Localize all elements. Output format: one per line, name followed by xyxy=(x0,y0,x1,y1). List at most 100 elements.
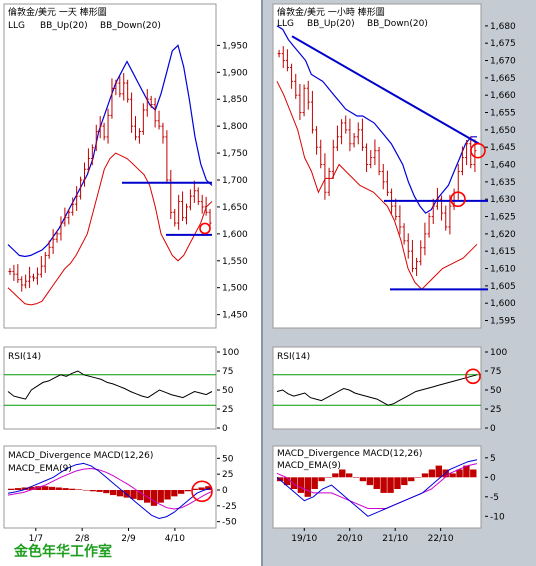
right-price-y-tick-label: 1,635 xyxy=(490,178,516,188)
left-macd-bar xyxy=(62,488,69,490)
right-macd-line xyxy=(276,459,478,517)
right-trend-line xyxy=(291,35,480,145)
right-macd-y-tick-label: 5 xyxy=(490,454,496,464)
left-x-tick-label: 2/8 xyxy=(75,534,90,544)
right-x-tick-label: 21/10 xyxy=(382,534,408,544)
right-macd-bar xyxy=(325,477,332,478)
left-price-y-tick-label: 1,500 xyxy=(222,284,248,294)
left-macd-bar xyxy=(8,488,15,490)
left-macd-bar xyxy=(28,486,35,490)
left-rsi-y-tick-label: 25 xyxy=(222,405,233,415)
left-macd-y-tick-label: -25 xyxy=(222,502,237,512)
left-rsi-y-tick-label: 0 xyxy=(222,424,228,434)
right-macd-bar xyxy=(470,469,477,478)
right-price-y-tick-label: 1,620 xyxy=(490,230,516,240)
right-macd-y-tick-label: -5 xyxy=(490,493,499,503)
left-macd-bar xyxy=(55,487,62,490)
right-macd-bar xyxy=(394,477,401,489)
left-macd-bar xyxy=(96,490,103,492)
left-macd-bar xyxy=(14,488,22,490)
right-macd-legend: MACD_EMA(9) xyxy=(277,461,341,471)
right-rsi-y-tick-label: 25 xyxy=(490,405,501,415)
left-macd-bar xyxy=(69,488,76,490)
right-price-legend-llg: LLG xyxy=(277,19,294,29)
right-price-highlight-circle-bottom xyxy=(450,191,466,207)
right-macd-bar xyxy=(408,477,415,482)
right-macd-bar xyxy=(463,465,470,478)
left-macd-bar xyxy=(157,490,164,503)
right-macd-bar xyxy=(373,477,380,489)
left-price-pane xyxy=(3,3,217,329)
left-macd-bar xyxy=(191,488,198,490)
left-price-y-tick-label: 1,800 xyxy=(222,122,248,132)
left-macd-y-tick-label: 25 xyxy=(222,470,233,480)
left-macd-y-tick-label: 0 xyxy=(222,486,228,496)
right-price-chart: 倫敦金/美元 一小時 棒形圖 LLG BB_Up(20) BB_Down(20)… xyxy=(272,3,516,329)
left-bb-down-line xyxy=(7,152,213,306)
left-macd-line xyxy=(7,462,213,520)
right-macd-y-tick-label: 0 xyxy=(490,473,496,483)
right-macd-bar xyxy=(456,469,463,478)
right-macd-bar xyxy=(339,469,346,478)
right-price-title: 倫敦金/美元 一小時 棒形圖 xyxy=(277,6,385,18)
right-rsi-y-tick-label: 50 xyxy=(490,386,502,396)
right-rsi-y-tick-label: 0 xyxy=(490,424,496,434)
right-x-tick-label: 19/10 xyxy=(291,534,317,544)
left-macd-bar xyxy=(48,486,56,490)
right-price-y-tick-label: 1,650 xyxy=(490,126,516,136)
right-price-y-tick-label: 1,640 xyxy=(490,161,516,171)
right-macd-bar xyxy=(283,477,291,486)
left-price-chart: 倫敦金/美元 一天 棒形圖 LLG BB_Up(20) BB_Down(20) … xyxy=(3,3,248,329)
right-macd-bar xyxy=(332,473,339,478)
left-macd-bar xyxy=(42,486,49,490)
right-bb-down-line xyxy=(276,81,478,291)
right-price-y-tick-label: 1,645 xyxy=(490,143,516,153)
right-price-y-tick-label: 1,675 xyxy=(490,39,516,49)
left-bb-up-line xyxy=(7,44,213,258)
left-macd-bar xyxy=(123,490,130,498)
right-macd-bar xyxy=(380,477,387,493)
right-price-y-tick-label: 1,670 xyxy=(490,57,516,67)
left-macd-bar xyxy=(144,490,151,503)
left-macd-bar xyxy=(116,490,124,497)
right-price-legend-bbdown: BB_Down(20) xyxy=(367,19,428,29)
left-macd-bar xyxy=(184,490,192,492)
right-price-y-tick-label: 1,625 xyxy=(490,213,516,223)
right-macd-y-tick-label: -10 xyxy=(490,512,505,522)
left-macd-chart: MACD_Divergence MACD(12,26) MACD_EMA(9) … xyxy=(3,445,237,529)
left-price-y-tick-label: 1,700 xyxy=(222,176,248,186)
left-x-tick-label: 2/9 xyxy=(121,534,136,544)
left-price-y-tick-label: 1,600 xyxy=(222,230,248,240)
right-macd-bar xyxy=(428,469,436,478)
right-price-y-tick-label: 1,655 xyxy=(490,109,516,119)
left-rsi-chart: RSI(14) 100 75 50 25 0 xyxy=(3,346,239,434)
right-macd-bar xyxy=(435,465,443,478)
right-price-y-tick-label: 1,680 xyxy=(490,22,516,32)
right-price-legend-bbup: BB_Up(20) xyxy=(307,19,355,29)
left-macd-bar xyxy=(82,490,90,491)
right-price-y-tick-label: 1,630 xyxy=(490,195,516,205)
right-rsi-line xyxy=(276,374,478,406)
right-price-y-tick-label: 1,610 xyxy=(490,265,516,275)
right-price-y-tick-label: 1,595 xyxy=(490,317,516,327)
right-macd-bar xyxy=(449,473,456,478)
left-macd-bar xyxy=(21,487,28,490)
right-rsi-y-tick-label: 75 xyxy=(490,367,501,377)
left-price-y-tick-label: 1,850 xyxy=(222,95,248,105)
right-rsi-chart: RSI(14) 100 75 50 25 0 xyxy=(272,346,507,434)
left-price-y-tick-label: 1,950 xyxy=(222,41,248,51)
left-x-axis: 1/7 2/8 2/9 4/10 xyxy=(29,528,185,544)
left-x-tick-label: 1/7 xyxy=(29,534,43,544)
right-macd-bar xyxy=(401,477,408,486)
left-macd-bar xyxy=(89,490,96,492)
left-rsi-line xyxy=(7,370,213,400)
left-rsi-y-tick-label: 75 xyxy=(222,367,233,377)
right-macd-bar xyxy=(311,477,318,489)
right-macd-bar xyxy=(359,477,367,482)
right-macd-title: MACD_Divergence MACD(12,26) xyxy=(277,449,422,459)
left-price-legend-llg: LLG xyxy=(8,21,25,31)
left-macd-bar xyxy=(178,490,185,494)
left-price-highlight-circle xyxy=(199,222,211,235)
right-x-axis: 19/10 20/10 21/10 22/10 xyxy=(291,528,454,544)
